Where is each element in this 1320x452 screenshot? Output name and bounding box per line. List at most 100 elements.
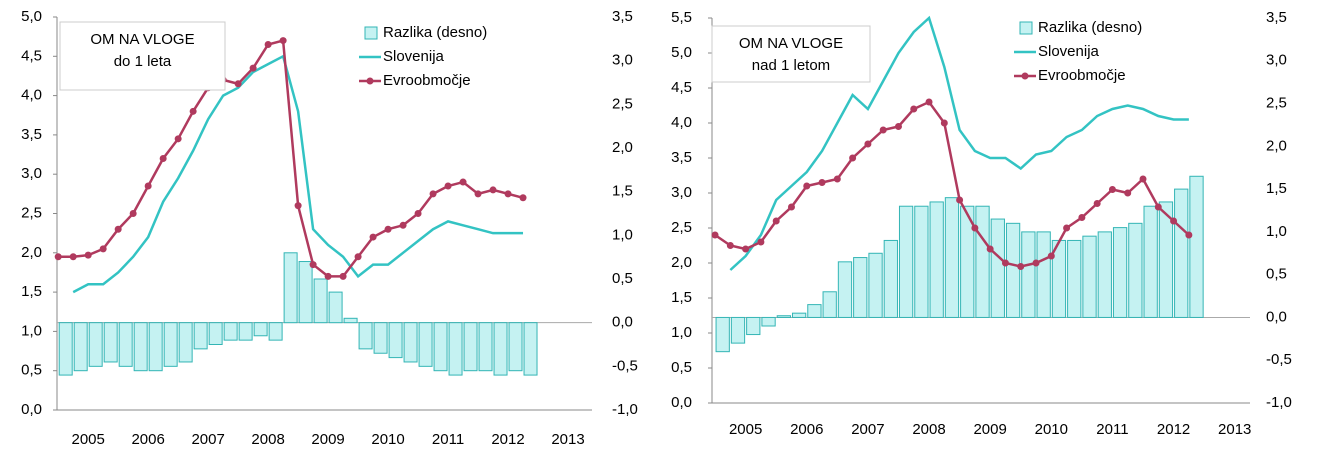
annotation-box [59, 21, 226, 91]
bar [298, 261, 313, 324]
x-tick-label: 2007 [851, 421, 884, 438]
bar [343, 317, 358, 324]
marker [849, 154, 857, 162]
y-tick-label: 2,0 [671, 254, 692, 271]
bar [746, 316, 761, 336]
y2-tick-label: -1,0 [612, 401, 638, 418]
annotation: nad 1 letom [752, 57, 830, 74]
x-tick-label: 2008 [912, 421, 945, 438]
legend-swatch [1019, 21, 1033, 35]
y2-tick-label: -1,0 [1266, 394, 1292, 411]
marker [339, 272, 347, 280]
y-tick-label: 4,0 [21, 87, 42, 104]
marker [264, 41, 272, 49]
marker [249, 64, 257, 72]
marker [309, 261, 317, 269]
marker [726, 242, 734, 249]
bar [898, 205, 914, 318]
marker [818, 179, 826, 186]
y-tick-label: 4,5 [671, 79, 692, 96]
marker [489, 186, 497, 194]
marker [1017, 263, 1025, 270]
annotation: do 1 leta [114, 53, 172, 70]
bar [1067, 239, 1082, 318]
legend-swatch [364, 26, 378, 40]
bar [944, 197, 960, 318]
bar [118, 322, 133, 367]
y2-tick-label: 2,5 [1266, 95, 1287, 112]
legend-marker [366, 77, 374, 85]
y-tick-label: 5,0 [671, 44, 692, 61]
y2-tick-label: 2,0 [612, 139, 633, 156]
y2-tick-label: 3,0 [1266, 52, 1287, 69]
bar [1128, 222, 1143, 318]
y-tick-label: 0,5 [671, 359, 692, 376]
marker [384, 225, 392, 233]
bar [1112, 227, 1128, 318]
x-tick-label: 2006 [790, 421, 823, 438]
x-tick-label: 2012 [1157, 421, 1190, 438]
bar [178, 322, 193, 363]
bar [418, 322, 433, 367]
marker [1139, 175, 1147, 183]
y-tick-label: 2,5 [21, 204, 42, 221]
marker [399, 221, 407, 229]
annotation-box [711, 25, 871, 83]
x-tick-label: 2007 [191, 431, 224, 448]
bar [715, 316, 730, 353]
bar [853, 257, 868, 318]
y-tick-label: 1,5 [671, 289, 692, 306]
bar [253, 322, 268, 337]
marker [84, 251, 92, 259]
bar [883, 239, 898, 318]
x-tick-label: 2011 [1096, 421, 1128, 438]
y2-tick-label: 3,5 [612, 8, 633, 25]
marker [1154, 203, 1162, 211]
marker [99, 245, 107, 253]
marker [369, 233, 377, 241]
bar [358, 322, 373, 350]
y2-tick-label: 2,0 [1266, 137, 1287, 154]
bar [1174, 188, 1189, 318]
marker [833, 175, 841, 183]
marker [519, 194, 527, 202]
marker [444, 182, 452, 190]
bar [1158, 201, 1174, 318]
y-tick-label: 1,5 [21, 283, 42, 300]
bar [1005, 222, 1021, 318]
marker [1047, 252, 1055, 260]
bar [268, 322, 283, 341]
x-tick-label: 2013 [1218, 421, 1251, 438]
x-tick-label: 2011 [432, 431, 464, 448]
bar [791, 312, 807, 318]
bar [1189, 175, 1204, 318]
legend-label: Razlika (desno) [1038, 19, 1142, 36]
bar [163, 322, 178, 367]
bar [238, 322, 253, 341]
marker [189, 107, 197, 115]
marker [925, 98, 933, 106]
marker [772, 217, 780, 225]
bar [1082, 235, 1097, 318]
marker [114, 225, 122, 233]
marker [414, 210, 422, 217]
marker [894, 123, 902, 130]
legend-label: Evroobmočje [1038, 67, 1126, 84]
marker [1093, 200, 1101, 207]
y2-tick-label: -0,5 [612, 357, 638, 374]
marker [1001, 259, 1009, 267]
marker [54, 253, 62, 261]
marker [474, 190, 482, 198]
marker [956, 196, 964, 204]
x-tick-label: 2010 [1035, 421, 1068, 438]
x-tick-label: 2008 [251, 431, 284, 448]
y2-tick-label: 3,5 [1266, 9, 1287, 26]
bar [929, 201, 944, 318]
bar [990, 218, 1005, 318]
legend-marker [1021, 72, 1029, 80]
bar [208, 322, 223, 345]
marker [757, 238, 765, 246]
bar [776, 315, 791, 318]
bar [975, 205, 990, 318]
